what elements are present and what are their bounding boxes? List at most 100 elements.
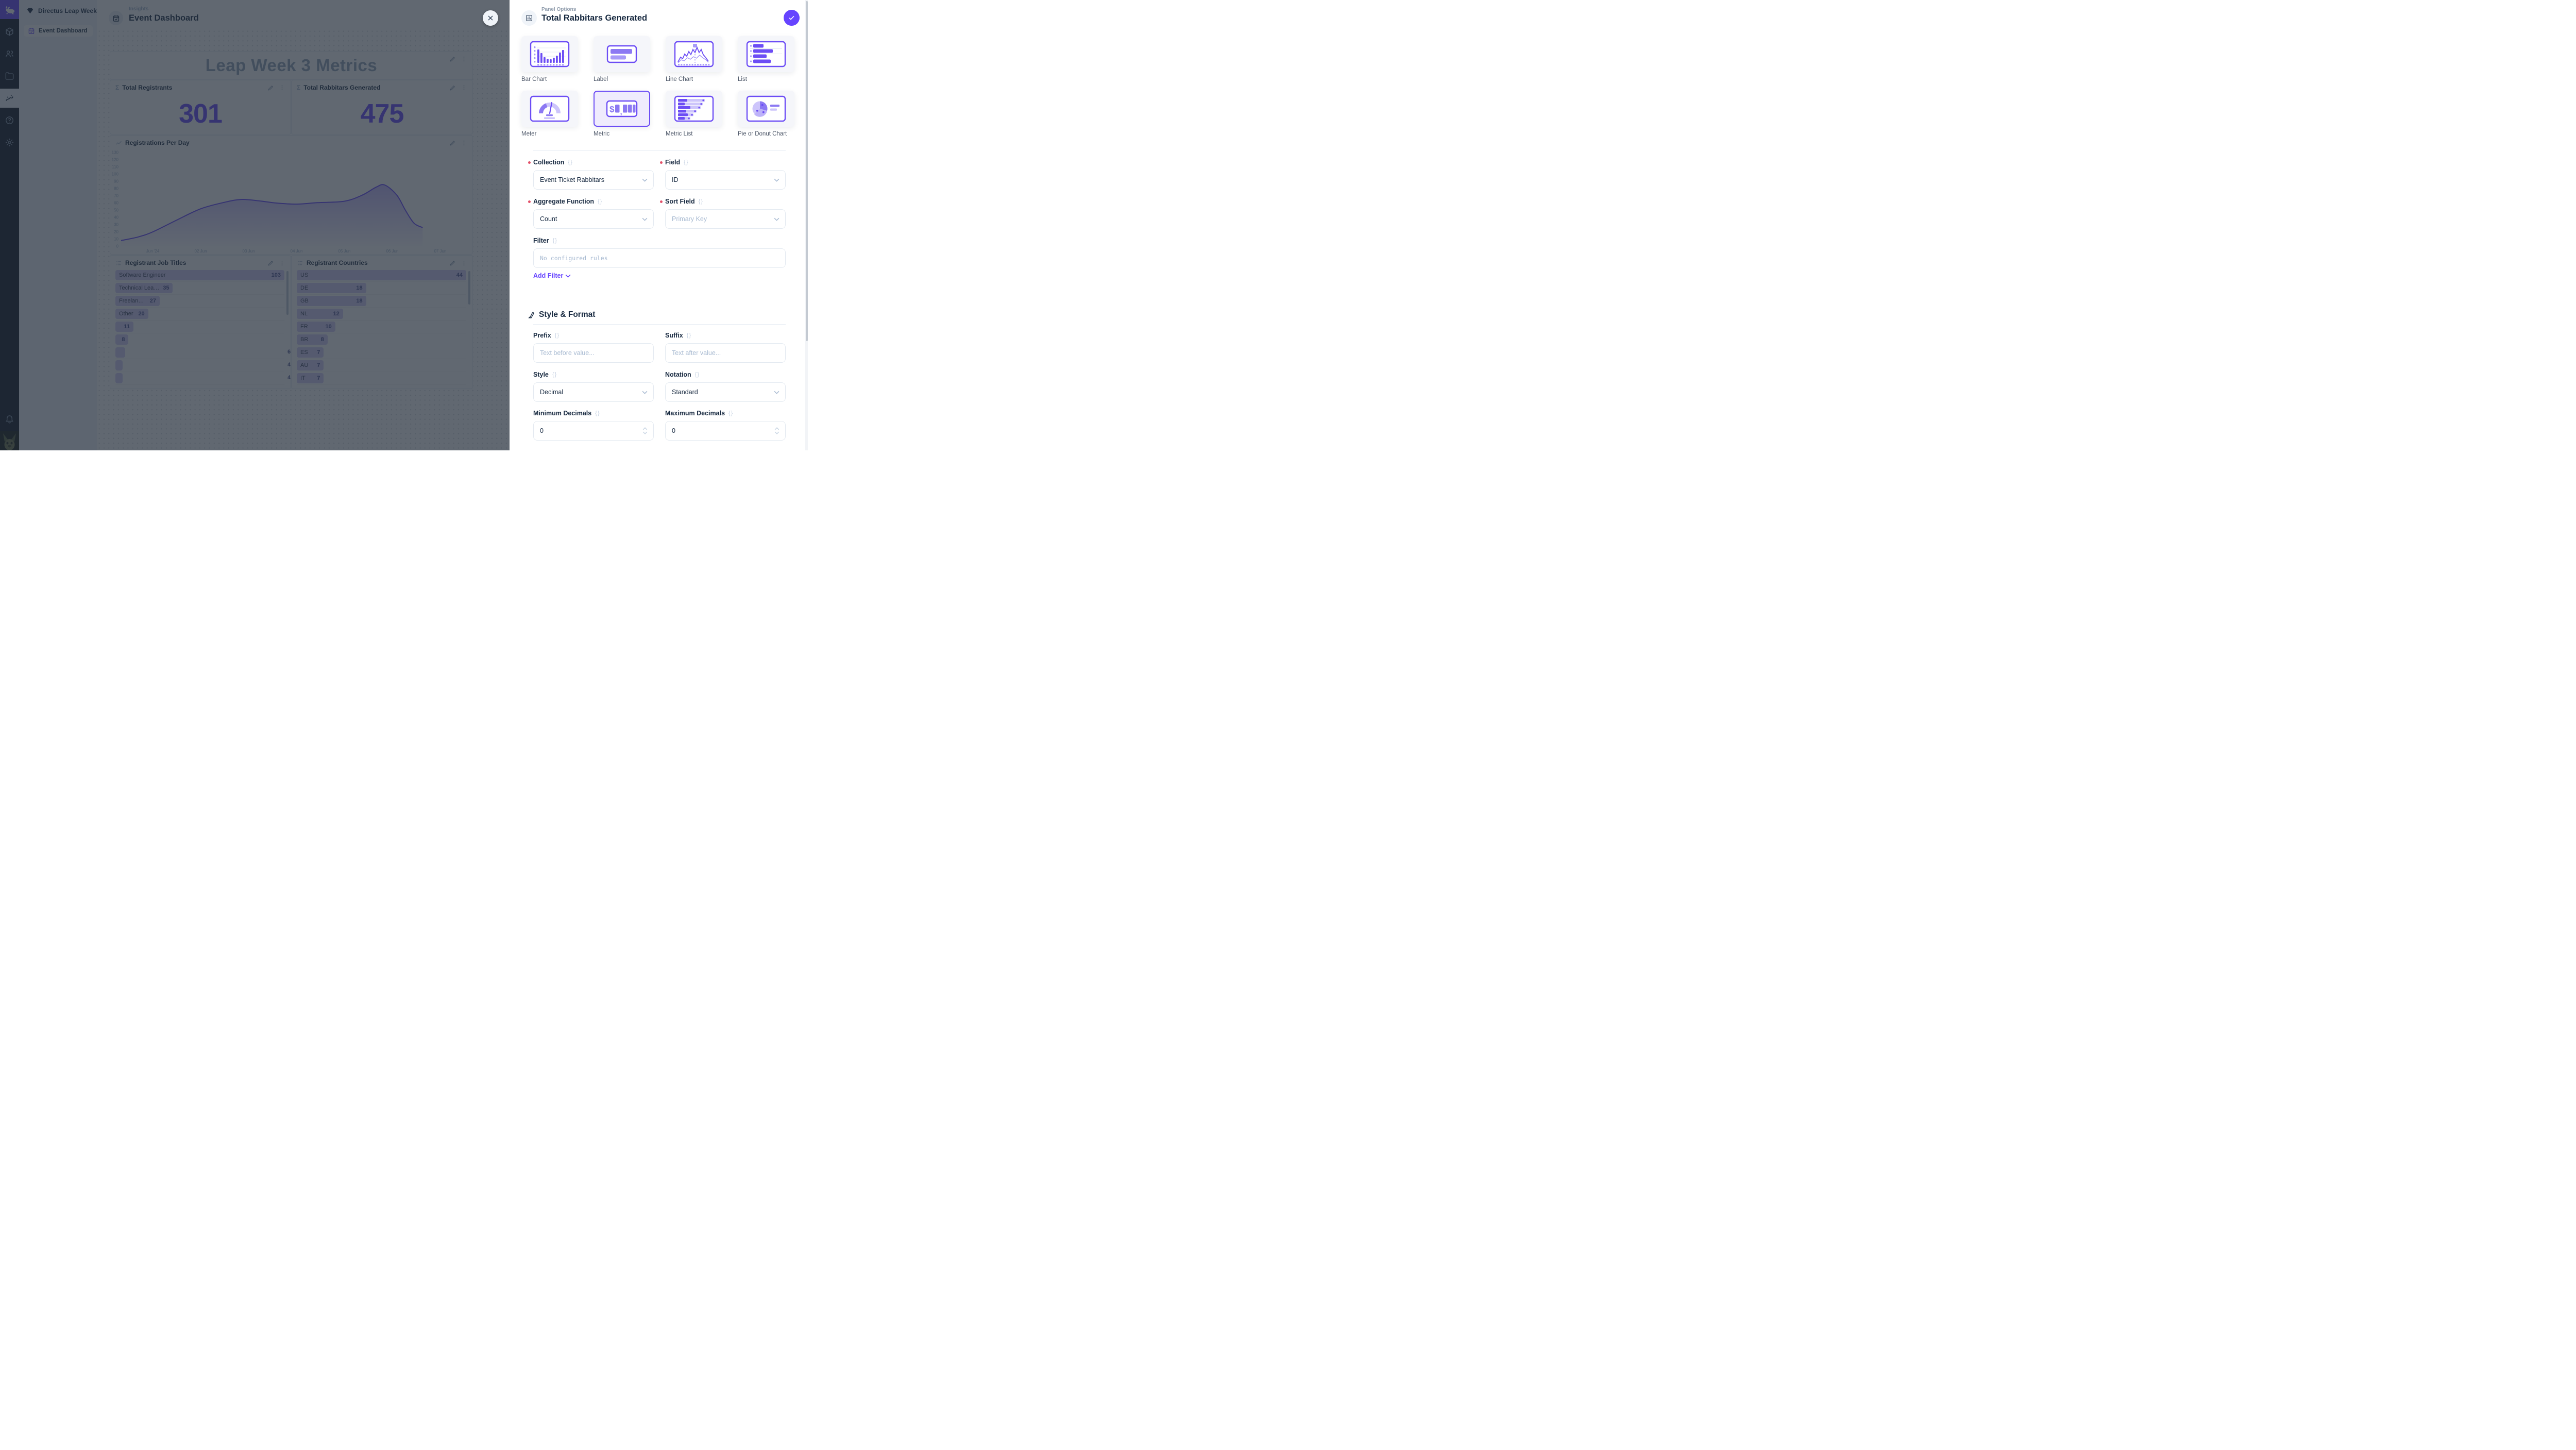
panel-type-cell: $ , Metric: [594, 91, 650, 137]
raw-value-icon[interactable]: {}: [554, 332, 560, 339]
field-style: Style {} Decimal: [533, 370, 654, 402]
panel-type-metric-selected[interactable]: $ ,: [594, 91, 650, 127]
pie-illustration-icon: [746, 95, 786, 122]
panel-type-meter[interactable]: [521, 91, 578, 127]
required-dot: [528, 161, 531, 164]
panel-type-metric-list[interactable]: [666, 91, 722, 127]
close-icon: [488, 15, 493, 21]
raw-value-icon[interactable]: {}: [552, 238, 557, 244]
panel-type-line[interactable]: [666, 36, 722, 72]
panel-type-label[interactable]: [594, 36, 650, 72]
panel-type-pie[interactable]: [738, 91, 794, 127]
style-value: Decimal: [540, 389, 564, 396]
add-filter-button[interactable]: Add Filter: [533, 272, 571, 279]
directus-app: Directus Leap Week Event Dashboard Insig…: [0, 0, 808, 450]
prefix-placeholder: Text before value...: [540, 349, 595, 357]
aggregate-value: Count: [540, 215, 557, 223]
suffix-input[interactable]: Text after value...: [665, 343, 786, 363]
field-label: Field: [665, 159, 681, 166]
raw-value-icon[interactable]: {}: [598, 198, 603, 205]
raw-value-icon[interactable]: {}: [595, 410, 600, 416]
section-title: Style & Format: [539, 310, 596, 319]
field-select[interactable]: ID: [665, 170, 786, 190]
panel-type-bar[interactable]: [521, 36, 578, 72]
format-style-icon: [528, 312, 534, 318]
field-max-decimals: Maximum Decimals {} 0: [665, 409, 786, 441]
collection-select[interactable]: Event Ticket Rabbitars: [533, 170, 654, 190]
close-drawer-button[interactable]: [483, 10, 498, 26]
aggregate-select[interactable]: Count: [533, 209, 654, 229]
field-label: Aggregate Function: [533, 198, 595, 205]
label-illustration-icon: [606, 45, 637, 63]
chevron-down-icon: [774, 217, 779, 221]
collection-value: Event Ticket Rabbitars: [540, 176, 605, 183]
chevron-down-icon: [642, 391, 648, 394]
panel-type-label: List: [738, 76, 747, 82]
min-decimals-value: 0: [540, 427, 544, 434]
check-icon: [789, 15, 794, 20]
drawer-header: Panel Options Total Rabbitars Generated: [510, 0, 808, 34]
field-prefix: Prefix {} Text before value...: [533, 331, 654, 363]
raw-value-icon[interactable]: {}: [728, 410, 734, 416]
drawer-scrollbar-thumb[interactable]: [805, 1, 808, 341]
svg-text:,: ,: [620, 108, 622, 116]
panel-type-cell: Metric List: [666, 91, 722, 137]
drawer-scrollbar-track[interactable]: [805, 0, 808, 450]
field-label: Suffix: [665, 332, 683, 339]
field-label: Collection: [533, 159, 565, 166]
field-aggregate: Aggregate Function {} Count: [528, 197, 654, 229]
number-stepper[interactable]: [774, 427, 779, 434]
max-decimals-input[interactable]: 0: [665, 421, 786, 441]
field-label: Prefix: [533, 332, 551, 339]
panel-type-cell: Pie or Donut Chart: [738, 91, 794, 137]
sort-field-select[interactable]: Primary Key: [665, 209, 786, 229]
field-label: Minimum Decimals: [533, 410, 592, 417]
raw-value-icon[interactable]: {}: [568, 159, 573, 165]
svg-text:$: $: [609, 105, 615, 114]
field-collection: Collection {} Event Ticket Rabbitars: [528, 158, 654, 190]
required-dot: [660, 161, 663, 164]
chevron-up-icon: [642, 427, 648, 430]
panel-type-grid: Bar Chart Label Line Chart List Meter $ …: [521, 36, 794, 137]
save-panel-button[interactable]: [784, 10, 800, 26]
style-select[interactable]: Decimal: [533, 382, 654, 402]
panel-type-label: Label: [594, 76, 608, 82]
raw-value-icon[interactable]: {}: [684, 159, 689, 165]
drawer-dim-overlay[interactable]: [0, 0, 510, 450]
chevron-down-icon: [642, 431, 648, 434]
raw-value-icon[interactable]: {}: [552, 372, 557, 378]
panel-type-label: Line Chart: [666, 76, 693, 82]
field-notation: Notation {} Standard: [665, 370, 786, 402]
style-format-section-header: Style & Format: [527, 310, 808, 319]
field-suffix: Suffix {} Text after value...: [665, 331, 786, 363]
raw-value-icon[interactable]: {}: [694, 372, 700, 378]
field-label: Sort Field: [665, 198, 695, 205]
insert-chart-icon: [521, 10, 537, 26]
panel-type-cell: List: [738, 36, 794, 82]
panel-type-label: Pie or Donut Chart: [738, 131, 787, 137]
raw-value-icon[interactable]: {}: [698, 198, 704, 205]
chevron-down-icon: [774, 178, 779, 182]
prefix-input[interactable]: Text before value...: [533, 343, 654, 363]
min-decimals-input[interactable]: 0: [533, 421, 654, 441]
chevron-down-icon: [642, 178, 648, 182]
notation-select[interactable]: Standard: [665, 382, 786, 402]
max-decimals-value: 0: [672, 427, 675, 434]
suffix-placeholder: Text after value...: [672, 349, 721, 357]
sort-placeholder: Primary Key: [672, 215, 707, 223]
divider: [533, 150, 786, 151]
raw-value-icon[interactable]: {}: [686, 332, 692, 339]
required-dot: [528, 200, 531, 203]
panel-type-cell: Label: [594, 36, 650, 82]
field-filter: Filter {} No configured rules Add Filter: [533, 237, 786, 280]
required-dot: [660, 200, 663, 203]
field-min-decimals: Minimum Decimals {} 0: [533, 409, 654, 441]
filter-rules-box[interactable]: No configured rules: [533, 248, 786, 268]
panel-type-label: Metric: [594, 131, 610, 137]
field-value: ID: [672, 176, 679, 183]
panel-type-cell: Bar Chart: [521, 36, 578, 82]
panel-type-list[interactable]: [738, 36, 794, 72]
number-stepper[interactable]: [642, 427, 648, 434]
panel-type-label: Meter: [521, 131, 537, 137]
panel-type-cell: Line Chart: [666, 36, 722, 82]
